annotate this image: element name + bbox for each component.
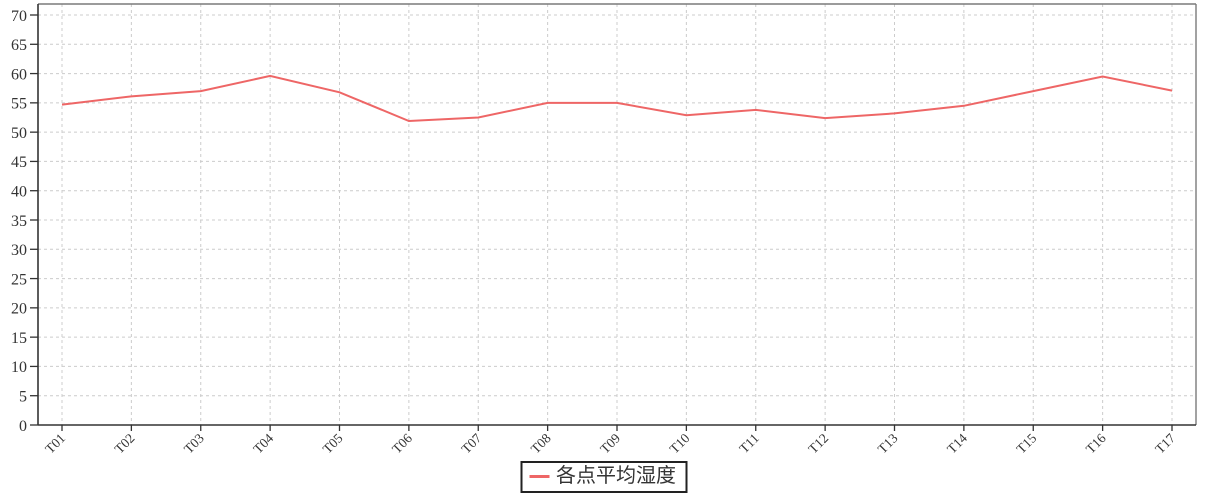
x-axis-tick-label: T01 <box>42 431 68 457</box>
y-axis-tick-label: 15 <box>11 330 27 347</box>
y-axis-tick-label: 40 <box>11 183 27 200</box>
y-axis-tick-label: 45 <box>11 154 27 171</box>
y-axis-tick-label: 50 <box>11 125 27 142</box>
y-axis-tick-label: 35 <box>11 213 27 230</box>
x-axis-tick-label: T03 <box>181 430 207 456</box>
y-axis-tick-label: 0 <box>19 418 27 435</box>
x-axis-tick-label: T07 <box>458 430 484 456</box>
y-axis-tick-label: 10 <box>11 359 27 376</box>
x-axis-tick-label: T09 <box>597 430 623 456</box>
legend-label: 各点平均湿度 <box>556 465 676 487</box>
x-axis-tick-label: T12 <box>805 431 831 457</box>
x-axis-tick-label: T02 <box>112 431 138 457</box>
series-line <box>61 74 1173 123</box>
y-axis-tick-label: 65 <box>11 37 27 54</box>
y-axis-tick-label: 30 <box>11 242 27 259</box>
x-axis-tick-label: T10 <box>667 430 693 456</box>
x-axis-tick-label: T06 <box>389 430 415 456</box>
x-axis-tick-label: T13 <box>875 430 901 456</box>
y-axis-tick-label: 60 <box>11 66 27 83</box>
x-axis-tick-label: T16 <box>1083 430 1109 456</box>
x-axis-tick-label: T14 <box>944 430 970 456</box>
x-axis-tick-label: T05 <box>320 430 346 456</box>
x-axis-tick-label: T15 <box>1013 430 1039 456</box>
x-axis-tick-label: T17 <box>1152 430 1178 456</box>
y-axis-tick-label: 5 <box>19 388 27 405</box>
y-axis-tick-label: 70 <box>11 8 27 25</box>
y-axis-tick-label: 25 <box>11 271 27 288</box>
y-axis-tick-label: 55 <box>11 96 27 113</box>
x-axis-tick-label: T04 <box>250 430 276 456</box>
y-axis-tick-label: 20 <box>11 301 27 318</box>
legend[interactable]: 各点平均湿度 <box>520 461 687 493</box>
x-axis-tick-label: T08 <box>528 430 554 456</box>
legend-marker <box>529 475 549 478</box>
x-axis-tick-label: T11 <box>736 431 762 457</box>
